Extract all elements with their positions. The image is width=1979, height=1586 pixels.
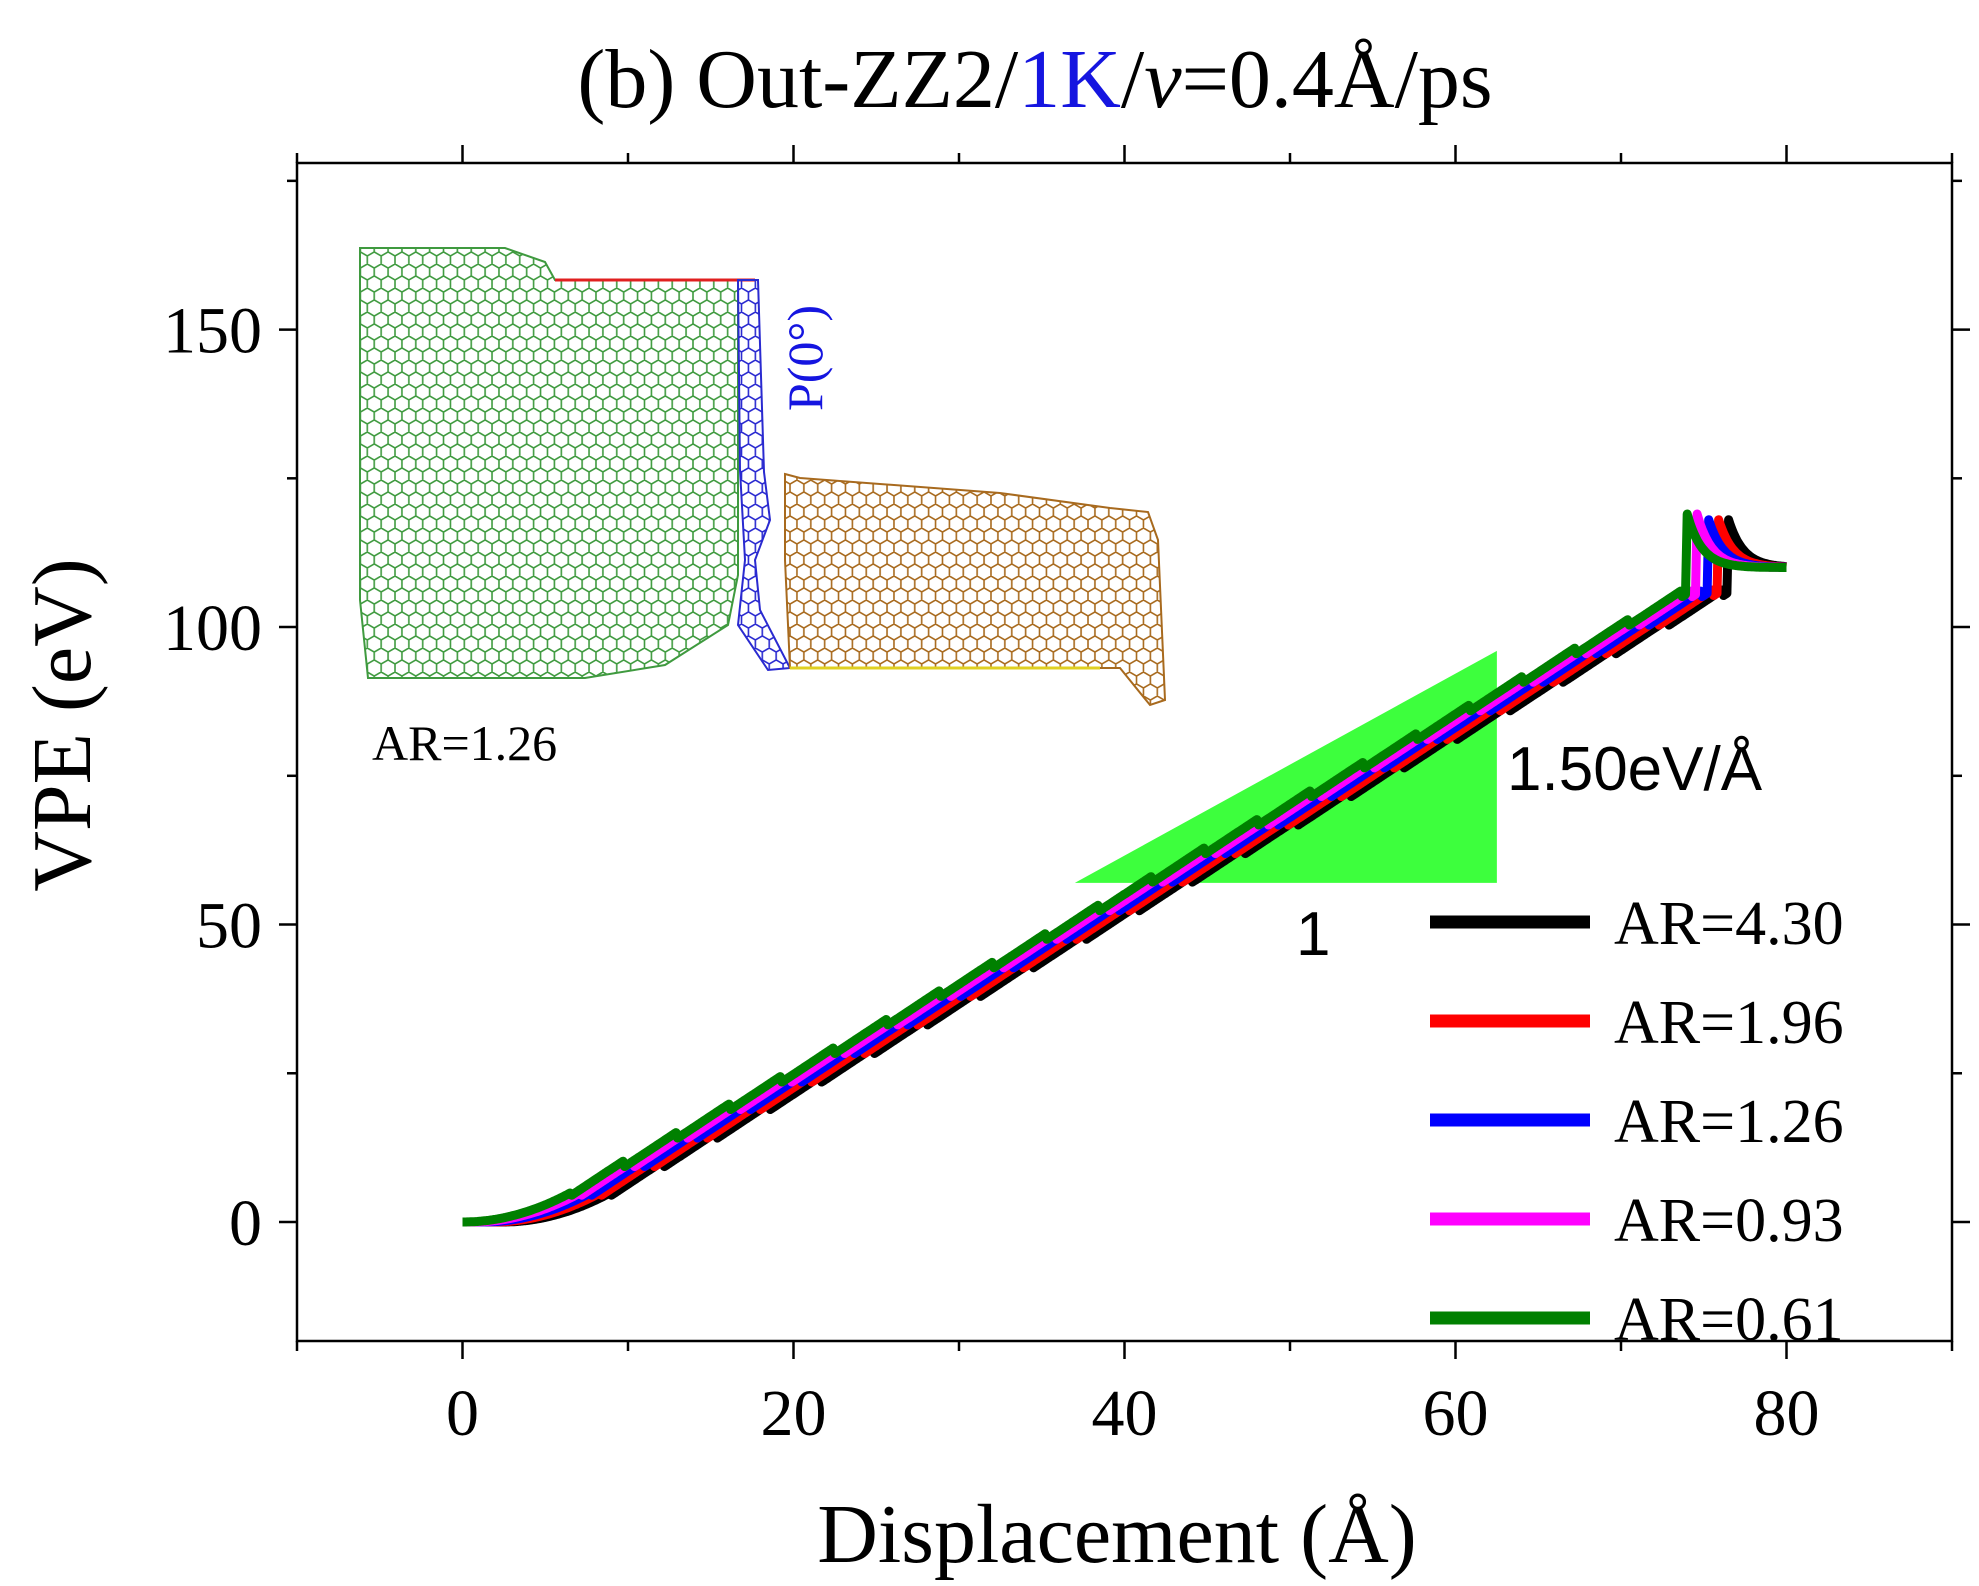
title-part-4: =0.4Å/ps	[1182, 33, 1493, 126]
x-axis-label: Displacement (Å)	[817, 1488, 1416, 1581]
x-tick-label: 20	[761, 1377, 827, 1450]
y-tick-labels: 0 50 100 150	[163, 295, 262, 1260]
inset-angle-label: P(0°)	[777, 305, 833, 411]
legend-label: AR=1.96	[1614, 989, 1844, 1057]
x-tick-label: 60	[1423, 1377, 1489, 1450]
series-line-AR=0.61	[459, 509, 1790, 1227]
slope-label: 1.50eV/Å	[1507, 735, 1763, 804]
series-line-AR=4.30	[459, 515, 1790, 1227]
inset-junction	[736, 279, 792, 672]
legend-label: AR=0.61	[1614, 1286, 1844, 1354]
y-axis-label: VPE (eV)	[16, 558, 109, 892]
legend-label: AR=4.30	[1614, 890, 1844, 958]
title-part-1: 1K	[1018, 33, 1121, 126]
title-part-0: (b) Out-ZZ2/	[577, 33, 1019, 126]
title-part-2: /	[1121, 33, 1145, 126]
inset-ar-label: AR=1.26	[372, 715, 557, 771]
y-tick-label: 0	[229, 1187, 262, 1260]
x-tick-label: 0	[446, 1377, 479, 1450]
inset-structure: AR=1.26 P(0°)	[359, 247, 1167, 771]
inset-right-sheet	[784, 472, 1167, 707]
inset-left-sheet	[359, 247, 739, 679]
slope-run-label: 1	[1296, 900, 1330, 969]
y-tick-label: 150	[163, 295, 262, 368]
title-part-3: v	[1144, 33, 1182, 126]
y-tick-label: 50	[196, 890, 262, 963]
legend-label: AR=0.93	[1614, 1187, 1844, 1255]
x-tick-label: 40	[1092, 1377, 1158, 1450]
y-tick-label: 100	[163, 592, 262, 665]
series-line-AR=1.26	[459, 515, 1790, 1227]
x-tick-label: 80	[1754, 1377, 1820, 1450]
data-series	[459, 509, 1790, 1227]
chart-title: (b) Out-ZZ2/1K/v=0.4Å/ps	[577, 33, 1492, 126]
axis-ticks	[279, 145, 1970, 1359]
legend: AR=4.30 AR=1.96 AR=1.26 AR=0.93 AR=0.61	[1430, 890, 1844, 1354]
legend-label: AR=1.26	[1614, 1088, 1844, 1156]
slope-triangle	[1074, 650, 1497, 883]
x-tick-labels: 0 20 40 60 80	[446, 1377, 1820, 1450]
